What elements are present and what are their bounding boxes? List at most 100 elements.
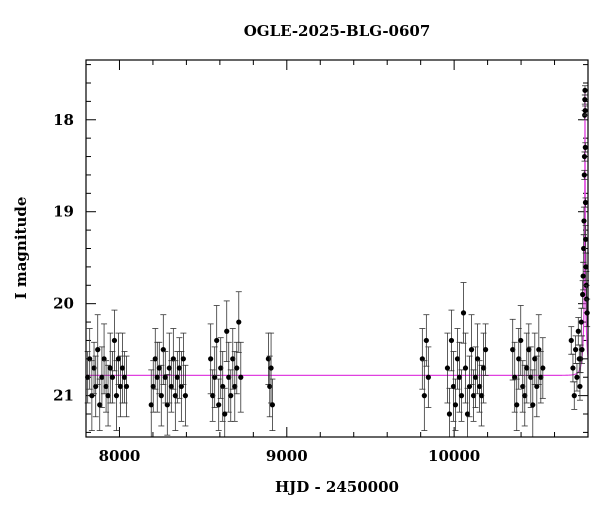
data-point bbox=[228, 393, 234, 399]
data-point bbox=[160, 347, 166, 353]
data-point bbox=[482, 347, 489, 353]
data-point bbox=[464, 411, 471, 417]
data-point bbox=[99, 374, 105, 380]
data-point bbox=[234, 365, 240, 371]
data-point bbox=[528, 374, 534, 380]
data-point bbox=[168, 383, 174, 390]
data-point bbox=[216, 402, 222, 408]
data-point bbox=[458, 393, 465, 399]
data-point bbox=[425, 374, 431, 380]
data-point bbox=[448, 337, 455, 344]
data-point bbox=[220, 383, 226, 390]
data-point bbox=[87, 356, 93, 362]
tick-labels: 8000 9000 10000 18 19 20 21 bbox=[53, 111, 480, 465]
data-point bbox=[574, 374, 580, 380]
data-point bbox=[158, 393, 164, 399]
data-point bbox=[526, 347, 532, 353]
data-point bbox=[123, 383, 130, 390]
chart-title: OGLE-2025-BLG-0607 bbox=[243, 22, 431, 40]
y-tick-label: 19 bbox=[53, 203, 74, 221]
data-point bbox=[89, 393, 95, 399]
data-point bbox=[113, 393, 120, 399]
data-point bbox=[162, 374, 168, 380]
data-point bbox=[581, 153, 588, 160]
data-point bbox=[212, 374, 218, 380]
data-point bbox=[582, 144, 588, 150]
data-point bbox=[148, 402, 154, 408]
data-point bbox=[97, 402, 103, 408]
data-point bbox=[419, 356, 425, 362]
data-point bbox=[210, 393, 216, 399]
data-point bbox=[577, 383, 583, 390]
data-point bbox=[267, 383, 273, 390]
data-point bbox=[579, 347, 585, 353]
data-point bbox=[172, 393, 178, 399]
data-point bbox=[150, 383, 156, 390]
data-point bbox=[182, 393, 188, 399]
data-point bbox=[452, 402, 459, 408]
data-point bbox=[111, 337, 118, 344]
data-point bbox=[476, 383, 483, 390]
data-point bbox=[474, 356, 481, 362]
data-point bbox=[514, 402, 520, 408]
data-point bbox=[466, 383, 473, 390]
data-point bbox=[218, 365, 224, 371]
y-tick-label: 18 bbox=[53, 111, 74, 129]
data-point bbox=[581, 172, 587, 178]
data-point bbox=[230, 356, 236, 362]
data-point bbox=[105, 393, 111, 399]
data-point bbox=[534, 383, 540, 390]
data-point bbox=[454, 356, 461, 362]
data-point bbox=[522, 393, 528, 399]
data-point bbox=[510, 347, 516, 353]
data-point bbox=[580, 273, 586, 279]
y-tick-label: 20 bbox=[53, 295, 74, 313]
data-point bbox=[582, 199, 589, 206]
data-point bbox=[119, 365, 126, 371]
data-points-group bbox=[84, 85, 591, 438]
data-point bbox=[520, 383, 526, 390]
data-point bbox=[238, 374, 244, 380]
data-point bbox=[583, 236, 589, 242]
data-point bbox=[121, 374, 128, 380]
data-point bbox=[578, 319, 584, 325]
data-point bbox=[568, 337, 574, 344]
data-point bbox=[470, 393, 477, 399]
data-point bbox=[166, 365, 172, 371]
data-point bbox=[573, 347, 579, 353]
data-point bbox=[532, 356, 538, 362]
data-point bbox=[524, 365, 530, 371]
data-point bbox=[109, 374, 116, 380]
x-tick-label: 9000 bbox=[266, 447, 308, 465]
data-point bbox=[462, 365, 469, 371]
data-point bbox=[95, 347, 101, 353]
data-point bbox=[232, 383, 238, 390]
data-point bbox=[208, 356, 214, 362]
data-point bbox=[456, 374, 463, 380]
data-point bbox=[583, 264, 589, 270]
data-point bbox=[236, 319, 242, 325]
data-point bbox=[460, 310, 467, 316]
data-point bbox=[176, 365, 182, 371]
data-point bbox=[578, 356, 584, 362]
data-point bbox=[421, 393, 427, 399]
data-point bbox=[581, 245, 587, 252]
data-point bbox=[450, 383, 457, 390]
data-point bbox=[571, 393, 577, 399]
data-point bbox=[582, 96, 588, 103]
data-point bbox=[582, 87, 588, 93]
data-point bbox=[265, 356, 271, 362]
data-point bbox=[103, 383, 109, 390]
y-tick-label: 21 bbox=[53, 387, 74, 405]
data-point bbox=[446, 411, 453, 417]
data-point bbox=[154, 374, 160, 380]
data-point bbox=[156, 365, 162, 371]
data-point bbox=[536, 347, 542, 353]
data-point bbox=[580, 291, 586, 298]
data-point bbox=[226, 374, 232, 380]
data-point bbox=[472, 374, 479, 380]
data-point bbox=[444, 365, 451, 371]
data-point bbox=[170, 356, 176, 362]
data-point bbox=[540, 365, 546, 371]
